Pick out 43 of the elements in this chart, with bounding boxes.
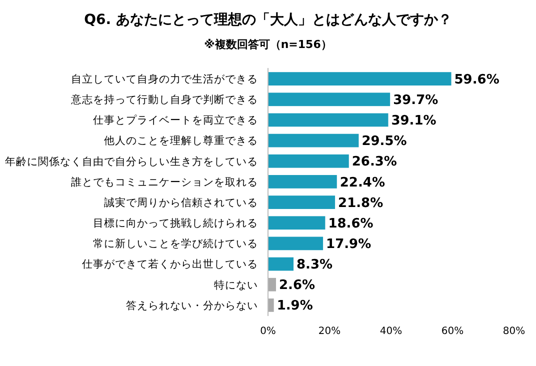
data-label: 26.3% — [352, 154, 397, 170]
bar — [268, 216, 326, 230]
y-tick-label: 常に新しいことを学び続けている — [93, 237, 258, 250]
bar — [268, 92, 390, 106]
data-label: 29.5% — [362, 134, 407, 150]
data-label: 2.6% — [278, 278, 316, 294]
x-tick-label: 60% — [441, 326, 464, 337]
bar — [268, 257, 294, 271]
y-tick-label: 答えられない・分からない — [126, 300, 258, 312]
x-tick-label: 80% — [502, 326, 526, 337]
y-tick-label: 他人のことを理解し尊重できる — [104, 134, 258, 148]
bar — [268, 236, 324, 250]
y-tick-label: 目標に向かって挑戦し続けられる — [93, 216, 258, 230]
x-tick-label: 40% — [380, 326, 402, 337]
data-label: 17.9% — [326, 237, 372, 252]
y-tick-label: 誰とでもコミュニケーションを取れる — [71, 175, 258, 188]
bar — [268, 134, 359, 148]
chart-title: Q6. あなたにとって理想の「大人」とはどんな人ですか？ — [84, 12, 452, 28]
data-label: 8.3% — [296, 258, 333, 273]
x-tick-label: 0% — [260, 326, 276, 337]
data-label: 18.6% — [328, 216, 374, 232]
bar — [268, 278, 276, 292]
chart-subtitle: ※複数回答可（n=156） — [204, 38, 332, 51]
data-label: 39.7% — [393, 92, 438, 108]
y-tick-label: 意志を持って行動し自身で判断できる — [70, 93, 258, 106]
bar — [268, 72, 452, 86]
data-label: 22.4% — [340, 175, 385, 190]
data-label: 1.9% — [276, 298, 313, 314]
y-tick-label: 年齢に関係なく自由で自分らしい生き方をしている — [5, 154, 258, 168]
bar — [268, 196, 336, 209]
y-tick-label: 特にない — [214, 279, 258, 292]
data-label: 21.8% — [338, 196, 384, 211]
x-tick-label: 20% — [318, 326, 341, 337]
bar — [268, 113, 388, 127]
bar — [268, 154, 349, 168]
data-label: 59.6% — [454, 72, 500, 88]
y-tick-label: 仕事とプライベートを両立できる — [93, 114, 258, 127]
data-label: 39.1% — [391, 114, 436, 129]
y-tick-label: 仕事ができて若くから出世している — [82, 258, 258, 271]
bar — [268, 298, 274, 312]
y-tick-label: 誠実で周りから信頼されている — [104, 196, 258, 209]
y-tick-label: 自立していて自身の力で生活ができる — [71, 72, 258, 86]
bar — [268, 175, 337, 188]
